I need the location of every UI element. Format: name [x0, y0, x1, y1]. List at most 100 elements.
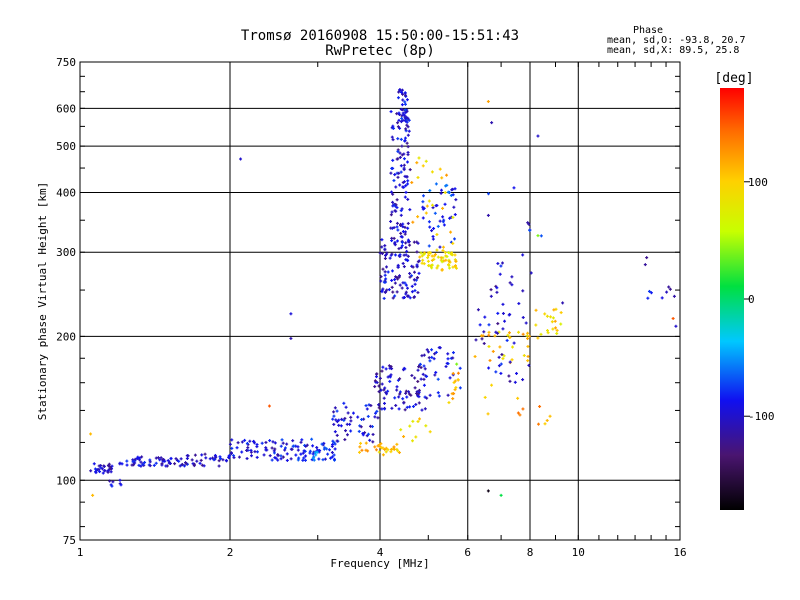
data-point	[418, 417, 422, 421]
data-point	[441, 215, 445, 219]
data-point	[483, 395, 487, 399]
data-point	[92, 462, 96, 466]
data-point	[393, 278, 397, 282]
data-point	[173, 462, 177, 466]
data-point	[308, 449, 312, 453]
data-point	[502, 354, 506, 358]
data-point	[503, 319, 507, 323]
data-point	[428, 359, 432, 363]
data-point	[400, 144, 404, 148]
data-point	[545, 329, 549, 333]
data-point	[402, 180, 406, 184]
data-point	[322, 447, 326, 451]
data-point	[271, 440, 275, 444]
data-point	[379, 279, 383, 283]
data-point	[410, 284, 414, 288]
data-point	[400, 153, 404, 157]
data-point	[397, 451, 401, 455]
data-point	[401, 98, 405, 102]
data-point	[553, 319, 557, 323]
data-point	[450, 392, 454, 396]
data-point	[154, 461, 158, 465]
data-point	[221, 458, 225, 462]
data-point	[493, 334, 497, 338]
data-point	[411, 220, 415, 224]
data-point	[545, 314, 549, 318]
data-point	[400, 240, 404, 244]
y-tick-label: 750	[56, 56, 76, 69]
data-point	[377, 450, 381, 454]
data-point	[396, 175, 400, 179]
data-point	[445, 183, 449, 187]
data-point	[412, 278, 416, 282]
data-point	[376, 444, 380, 448]
data-point	[401, 111, 405, 115]
data-point	[396, 96, 400, 100]
data-point	[435, 266, 439, 270]
data-point	[217, 459, 221, 463]
data-point	[446, 352, 450, 356]
data-point	[281, 455, 285, 459]
data-point	[396, 157, 400, 161]
data-point	[395, 239, 399, 243]
data-point	[419, 377, 423, 381]
data-point	[417, 392, 421, 396]
data-point	[371, 440, 375, 444]
data-point	[441, 206, 445, 210]
data-point	[133, 457, 137, 461]
data-point	[394, 403, 398, 407]
data-point	[451, 371, 455, 375]
data-point	[396, 228, 400, 232]
data-point	[517, 330, 521, 334]
data-point	[387, 364, 391, 368]
data-point	[93, 467, 97, 471]
x-tick-label: 1	[77, 546, 84, 559]
data-point	[419, 251, 423, 255]
data-point	[239, 157, 243, 161]
colorbar-ticks: 100 0 -100	[744, 176, 775, 423]
data-point	[446, 357, 450, 361]
data-point	[229, 452, 233, 456]
data-point	[358, 445, 362, 449]
data-point	[487, 333, 491, 337]
data-point	[345, 433, 349, 437]
data-point	[390, 285, 394, 289]
data-point	[406, 254, 410, 258]
data-point	[133, 461, 137, 465]
data-point	[110, 484, 114, 488]
x-tick-label: 8	[527, 546, 534, 559]
data-point	[335, 409, 339, 413]
data-point	[380, 238, 384, 242]
data-point	[273, 441, 277, 445]
data-point	[512, 341, 516, 345]
data-point	[433, 211, 437, 215]
data-point	[349, 419, 353, 423]
data-point	[377, 390, 381, 394]
data-point	[458, 366, 462, 370]
data-point	[280, 438, 284, 442]
data-point	[448, 376, 452, 380]
data-point	[302, 449, 306, 453]
data-point	[349, 429, 353, 433]
data-point	[404, 391, 408, 395]
data-point	[358, 424, 362, 428]
data-point	[554, 326, 558, 330]
data-point	[311, 456, 315, 460]
data-point	[415, 263, 419, 267]
data-point	[137, 463, 141, 467]
data-point	[501, 302, 505, 306]
data-point	[660, 296, 664, 300]
data-point	[399, 246, 403, 250]
data-point	[667, 285, 671, 289]
data-point	[141, 463, 145, 467]
data-point	[486, 100, 490, 104]
data-point	[441, 249, 445, 253]
data-point	[521, 289, 525, 293]
data-point	[539, 234, 543, 238]
data-point	[483, 315, 487, 319]
data-point	[416, 420, 420, 424]
data-point	[94, 471, 98, 475]
data-point	[507, 331, 511, 335]
data-point	[394, 275, 398, 279]
data-point	[331, 417, 335, 421]
